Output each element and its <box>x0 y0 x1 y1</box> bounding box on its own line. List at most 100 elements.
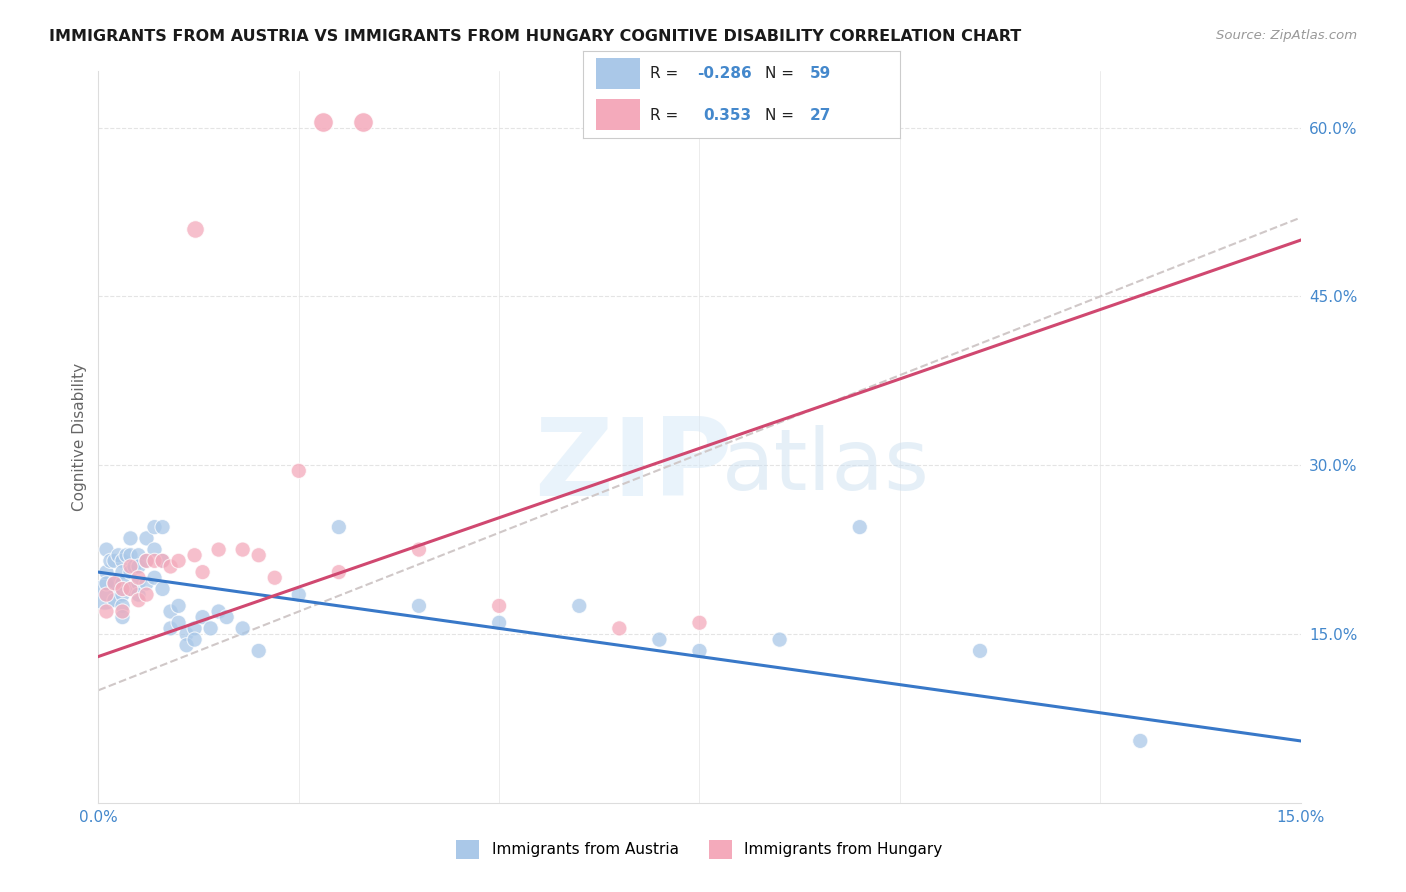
Point <box>183 222 205 236</box>
Point <box>176 627 198 641</box>
Point <box>609 621 631 635</box>
Point <box>152 520 174 534</box>
Point <box>328 565 350 579</box>
Point <box>969 644 991 658</box>
Bar <box>596 58 641 89</box>
Point <box>120 532 142 546</box>
Point <box>167 615 190 630</box>
Point <box>183 621 205 635</box>
Point <box>135 554 157 568</box>
Text: IMMIGRANTS FROM AUSTRIA VS IMMIGRANTS FROM HUNGARY COGNITIVE DISABILITY CORRELAT: IMMIGRANTS FROM AUSTRIA VS IMMIGRANTS FR… <box>49 29 1022 44</box>
Point <box>128 576 150 591</box>
Point <box>152 554 174 568</box>
Point <box>120 582 142 596</box>
Point <box>96 605 118 619</box>
Point <box>135 588 157 602</box>
Text: R =: R = <box>650 66 683 80</box>
Point <box>152 582 174 596</box>
Point <box>120 548 142 562</box>
Point <box>288 464 311 478</box>
Point <box>208 605 231 619</box>
Text: Source: ZipAtlas.com: Source: ZipAtlas.com <box>1216 29 1357 42</box>
Point <box>111 576 134 591</box>
Point <box>135 554 157 568</box>
Point <box>96 576 118 591</box>
Point <box>94 588 117 602</box>
Point <box>124 559 146 574</box>
Point <box>143 542 166 557</box>
Point <box>159 605 181 619</box>
Point <box>111 554 134 568</box>
Point <box>152 554 174 568</box>
Text: 27: 27 <box>810 108 831 122</box>
Text: 0.353: 0.353 <box>704 108 752 122</box>
Point <box>208 542 231 557</box>
Point <box>312 115 335 129</box>
Point <box>96 542 118 557</box>
Point <box>408 599 430 613</box>
Point <box>247 548 270 562</box>
Point <box>107 548 129 562</box>
Point <box>191 610 214 624</box>
Point <box>1129 734 1152 748</box>
Point <box>103 576 125 591</box>
Y-axis label: Cognitive Disability: Cognitive Disability <box>72 363 87 511</box>
Point <box>103 554 125 568</box>
Point <box>111 565 134 579</box>
Point <box>111 588 134 602</box>
Point <box>689 644 711 658</box>
Point <box>103 593 125 607</box>
Text: ZIP: ZIP <box>534 413 733 519</box>
Point <box>183 632 205 647</box>
Text: atlas: atlas <box>721 425 929 508</box>
Point <box>328 520 350 534</box>
Point <box>769 632 792 647</box>
Text: R =: R = <box>650 108 688 122</box>
Point <box>120 559 142 574</box>
Point <box>120 565 142 579</box>
Point <box>96 588 118 602</box>
Point <box>488 599 510 613</box>
Text: -0.286: -0.286 <box>697 66 752 80</box>
Point <box>488 615 510 630</box>
Point <box>352 115 374 129</box>
Point <box>143 554 166 568</box>
Point <box>111 599 134 613</box>
Point <box>408 542 430 557</box>
Legend: Immigrants from Austria, Immigrants from Hungary: Immigrants from Austria, Immigrants from… <box>450 834 949 864</box>
Point <box>183 548 205 562</box>
Point <box>191 565 214 579</box>
Point <box>232 621 254 635</box>
Point <box>120 582 142 596</box>
Point <box>232 542 254 557</box>
Point <box>111 610 134 624</box>
Point <box>143 571 166 585</box>
Point <box>111 582 134 596</box>
Point <box>167 554 190 568</box>
Point <box>128 593 150 607</box>
Point <box>200 621 222 635</box>
Point <box>288 588 311 602</box>
Point <box>159 621 181 635</box>
Bar <box>596 99 641 130</box>
Point <box>135 576 157 591</box>
Point <box>167 599 190 613</box>
Point <box>215 610 238 624</box>
Point <box>568 599 591 613</box>
Point <box>96 565 118 579</box>
Point <box>128 588 150 602</box>
Point <box>100 554 122 568</box>
Point <box>128 571 150 585</box>
Point <box>135 532 157 546</box>
Point <box>689 615 711 630</box>
Text: N =: N = <box>765 108 799 122</box>
Point <box>159 559 181 574</box>
Text: N =: N = <box>765 66 799 80</box>
Point <box>128 559 150 574</box>
Text: 59: 59 <box>810 66 831 80</box>
Point <box>263 571 285 585</box>
Point <box>115 548 138 562</box>
Point <box>648 632 671 647</box>
Point <box>849 520 872 534</box>
Point <box>176 638 198 652</box>
